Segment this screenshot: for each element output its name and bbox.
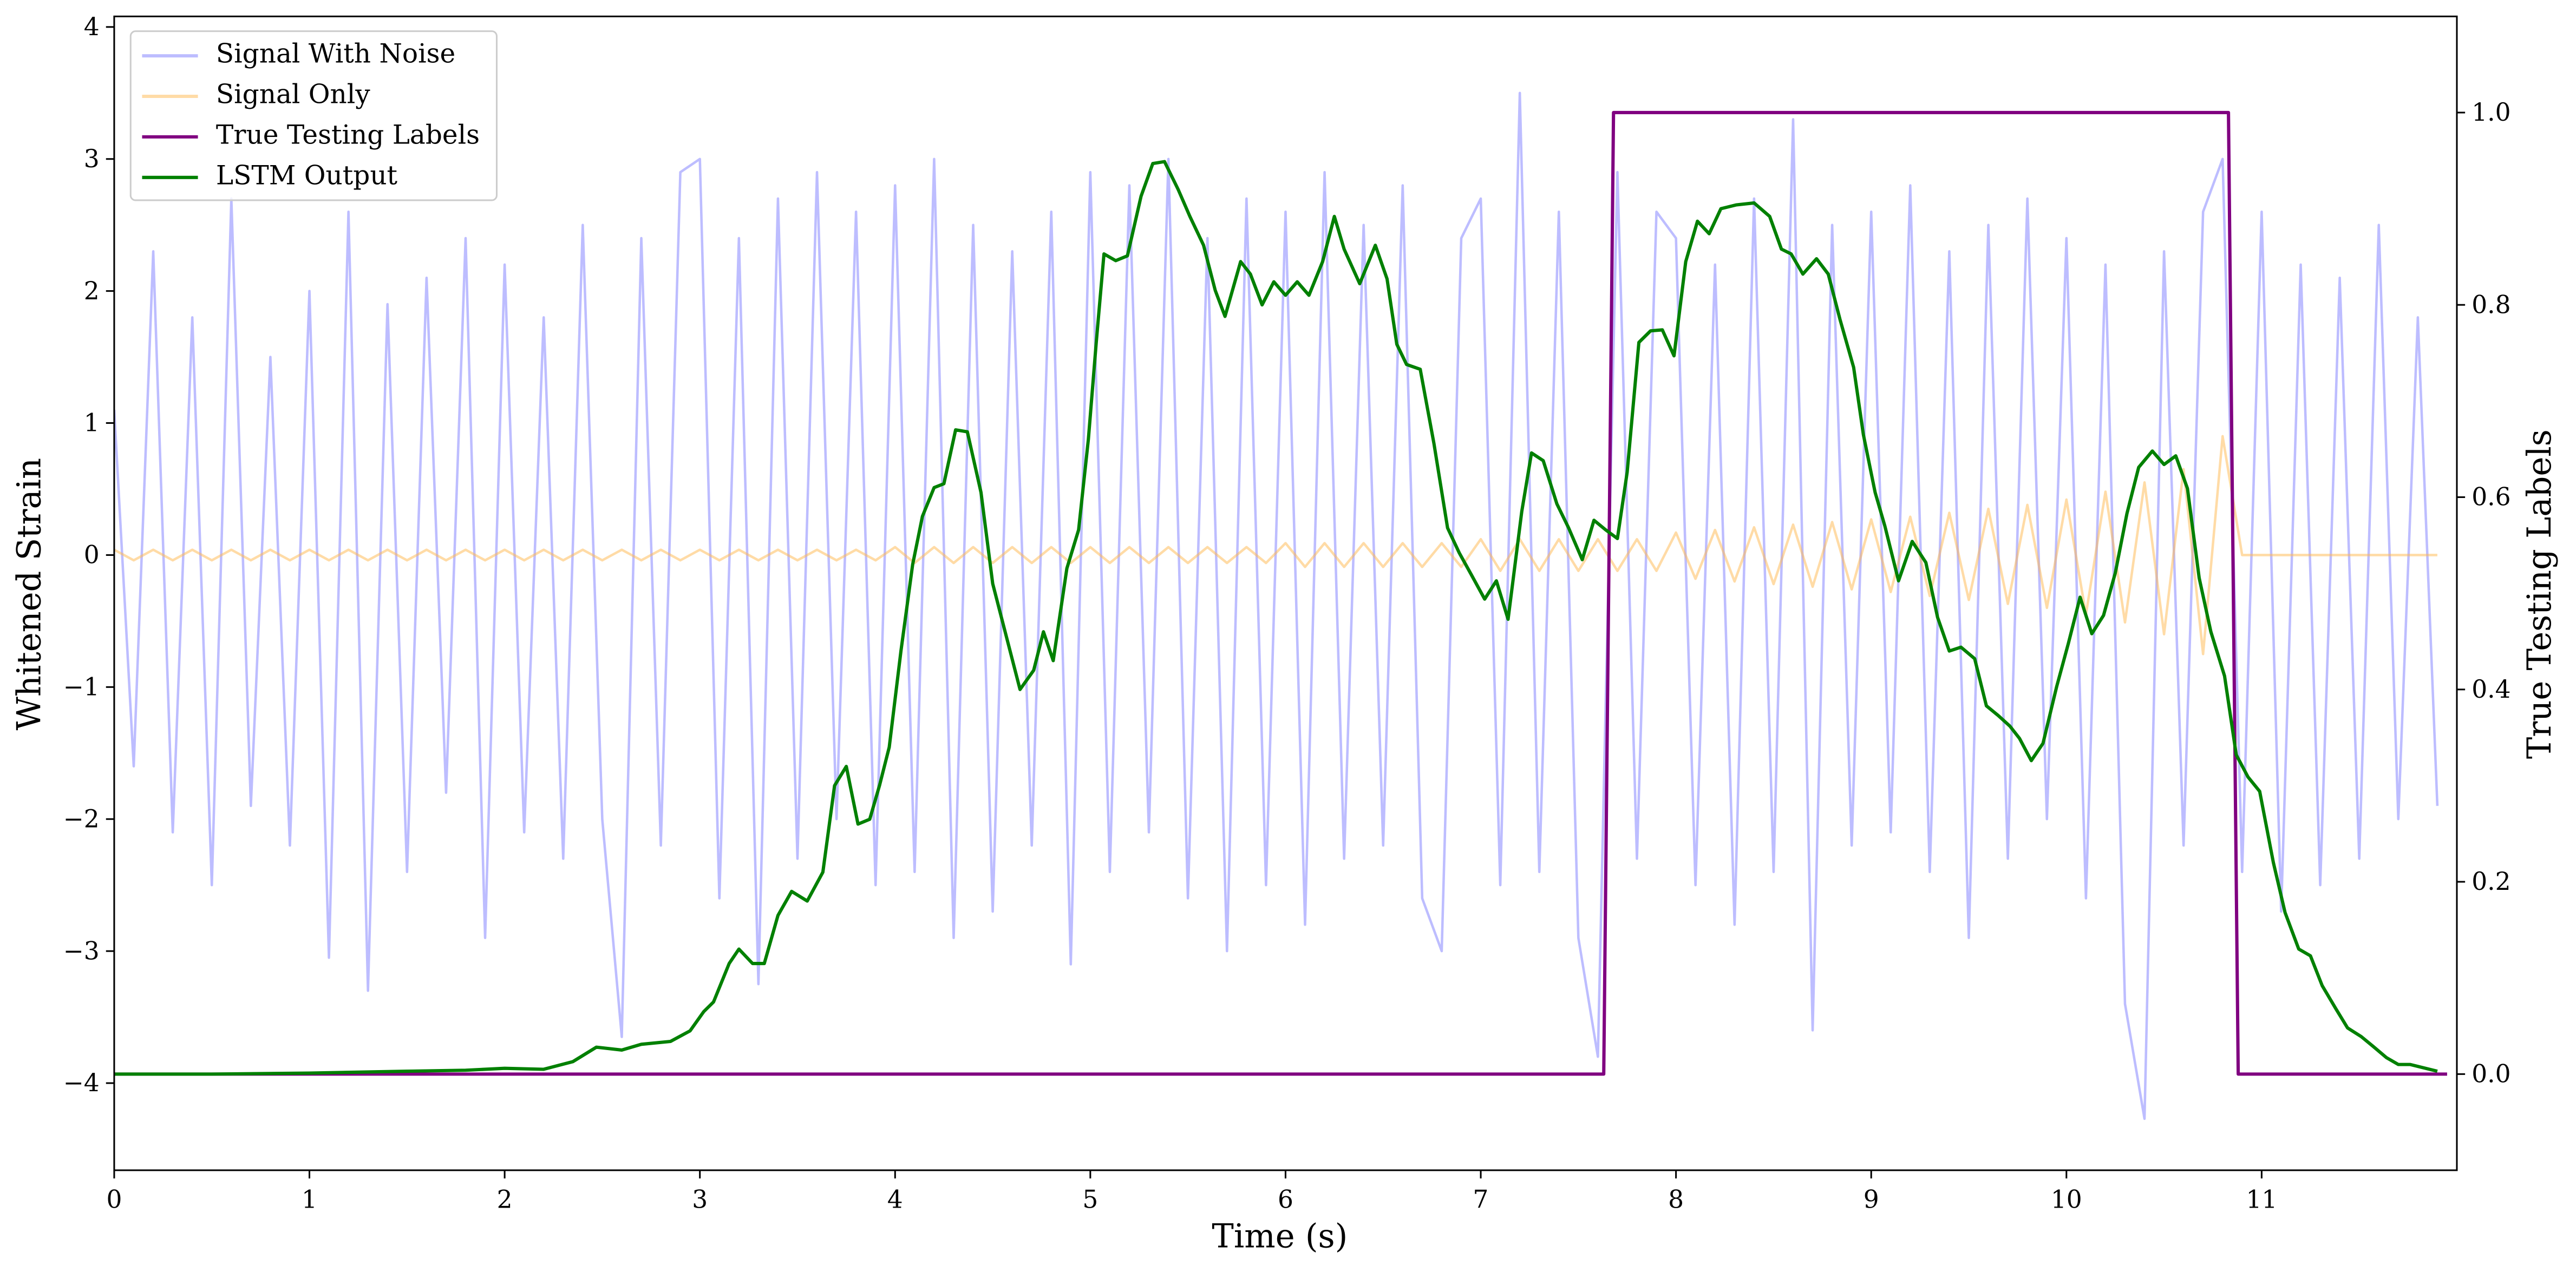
series-line xyxy=(114,160,2438,1076)
y-tick-label: −3 xyxy=(63,936,100,965)
x-tick-label: 7 xyxy=(1473,1185,1489,1214)
y2-tick-label: 0.8 xyxy=(2472,290,2510,319)
x-tick-label: 8 xyxy=(1668,1185,1684,1214)
y-tick-label: 1 xyxy=(84,409,100,437)
series-line xyxy=(114,435,2437,655)
series-line xyxy=(114,91,2439,1120)
legend-label: Signal With Noise xyxy=(216,39,455,69)
x-axis-label: Time (s) xyxy=(1212,1218,1348,1256)
y-tick-label: −2 xyxy=(63,804,100,833)
legend-box xyxy=(129,30,498,201)
x-tick-label: 6 xyxy=(1278,1185,1293,1214)
x-tick-label: 2 xyxy=(497,1185,513,1214)
y2-axis-label: True Testing Labels xyxy=(2521,429,2559,759)
legend-label: LSTM Output xyxy=(216,160,398,191)
y2-tick-label: 0.6 xyxy=(2472,483,2510,512)
plot-area xyxy=(114,91,2447,1120)
y-tick-label: 0 xyxy=(84,541,100,569)
y-tick-label: 3 xyxy=(84,145,100,173)
x-tick-label: 0 xyxy=(106,1185,122,1214)
x-tick-label: 9 xyxy=(1864,1185,1879,1214)
x-tick-label: 5 xyxy=(1082,1185,1098,1214)
legend-label: Signal Only xyxy=(216,79,370,109)
x-tick-label: 1 xyxy=(302,1185,317,1214)
y2-tick-label: 0.0 xyxy=(2472,1060,2510,1089)
x-tick-label: 11 xyxy=(2246,1185,2277,1214)
y-tick-label: 4 xyxy=(84,12,100,41)
legend-label: True Testing Labels xyxy=(216,120,480,150)
y2-tick-label: 1.0 xyxy=(2472,98,2510,127)
x-tick-label: 3 xyxy=(692,1185,708,1214)
y-axis-label: Whitened Strain xyxy=(10,458,48,730)
series-line xyxy=(114,110,2447,1076)
x-tick-label: 4 xyxy=(887,1185,903,1214)
y2-tick-label: 0.2 xyxy=(2472,867,2510,896)
x-tick-label: 10 xyxy=(2051,1185,2082,1214)
y-tick-label: −4 xyxy=(63,1068,100,1097)
y-tick-label: 2 xyxy=(84,277,100,305)
y-tick-label: −1 xyxy=(63,672,100,701)
legend: Signal With Noise Signal Only True Testing… xyxy=(129,30,498,201)
y2-tick-label: 0.4 xyxy=(2472,675,2510,704)
